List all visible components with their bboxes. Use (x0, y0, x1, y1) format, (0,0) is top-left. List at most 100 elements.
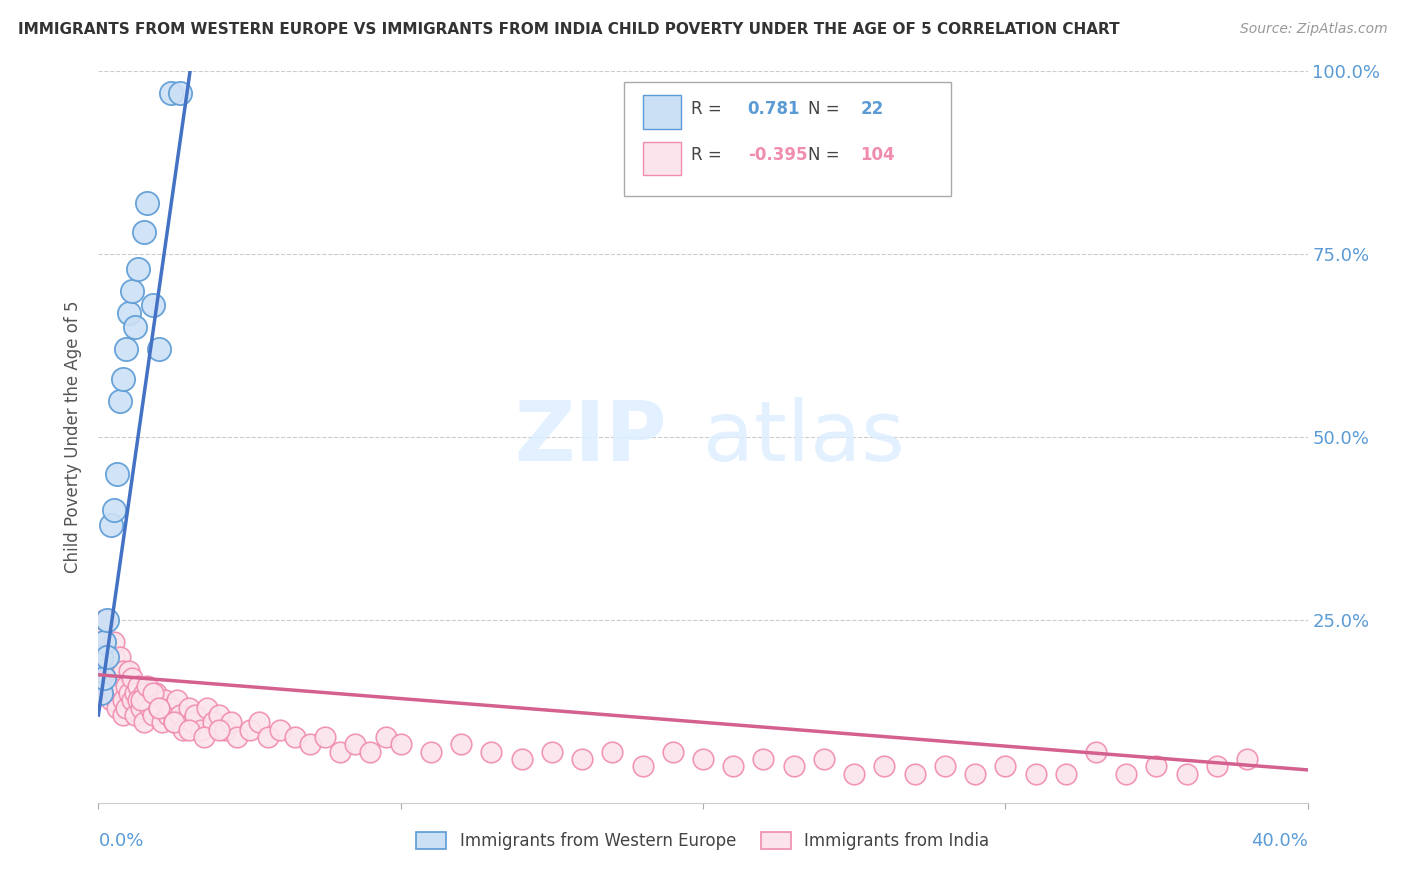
Text: 0.781: 0.781 (748, 101, 800, 119)
Point (723, 759, 745, 773)
Point (169, 708, 191, 723)
Point (160, 87, 183, 101)
Point (344, 737, 367, 751)
Point (994, 759, 1017, 773)
Point (124, 708, 146, 723)
Point (208, 723, 231, 737)
Point (96, 649, 118, 664)
Point (156, 708, 179, 723)
Point (221, 715, 243, 730)
Point (135, 679, 157, 693)
Point (132, 715, 155, 730)
Text: 104: 104 (860, 146, 894, 164)
Point (661, 745, 683, 759)
Text: IMMIGRANTS FROM WESTERN EUROPE VS IMMIGRANTS FROM INDIA CHILD POVERTY UNDER THE : IMMIGRANTS FROM WESTERN EUROPE VS IMMIGR… (18, 22, 1121, 37)
Point (148, 700, 170, 714)
Text: 40.0%: 40.0% (1251, 832, 1308, 850)
Point (90, 635, 112, 649)
Point (190, 723, 212, 737)
Point (202, 715, 225, 730)
Point (90, 664, 112, 678)
Point (1236, 752, 1258, 766)
Point (166, 693, 188, 707)
Point (247, 715, 270, 730)
Point (299, 737, 322, 751)
Point (1085, 745, 1108, 759)
Point (132, 225, 155, 239)
Point (226, 730, 249, 744)
Point (96, 649, 118, 664)
Point (114, 343, 136, 357)
FancyBboxPatch shape (624, 82, 950, 195)
Point (142, 298, 165, 312)
Point (118, 686, 141, 700)
Point (481, 745, 503, 759)
Point (934, 759, 956, 773)
Point (783, 759, 806, 773)
Point (510, 752, 533, 766)
Point (214, 723, 236, 737)
Point (965, 766, 987, 780)
Point (284, 730, 307, 744)
Text: N =: N = (808, 146, 839, 164)
Point (93, 672, 115, 686)
Point (100, 693, 122, 707)
Point (127, 261, 149, 276)
Point (145, 686, 167, 700)
Point (114, 700, 136, 714)
Point (1175, 766, 1198, 780)
Point (121, 284, 143, 298)
Point (142, 686, 165, 700)
Point (90, 686, 112, 700)
Point (93, 613, 115, 627)
Legend: Immigrants from Western Europe, Immigrants from India: Immigrants from Western Europe, Immigran… (409, 825, 997, 856)
Point (111, 693, 134, 707)
Y-axis label: Child Poverty Under the Age of 5: Child Poverty Under the Age of 5 (65, 301, 83, 574)
Point (752, 752, 775, 766)
Point (103, 635, 125, 649)
Text: Source: ZipAtlas.com: Source: ZipAtlas.com (1240, 22, 1388, 37)
Point (111, 664, 134, 678)
Point (420, 745, 443, 759)
Point (118, 306, 141, 320)
Point (132, 686, 155, 700)
Point (103, 503, 125, 517)
Point (813, 752, 835, 766)
Point (129, 700, 152, 714)
Point (103, 649, 125, 664)
Point (129, 693, 152, 707)
Point (96, 679, 118, 693)
Point (163, 715, 186, 730)
Point (124, 686, 146, 700)
Point (90, 649, 112, 664)
Text: N =: N = (808, 101, 839, 119)
Point (111, 708, 134, 723)
Point (1024, 766, 1046, 780)
Point (256, 730, 278, 744)
Point (108, 393, 131, 408)
Point (100, 664, 122, 678)
Point (360, 745, 382, 759)
Point (121, 672, 143, 686)
Point (169, 87, 191, 101)
Point (111, 371, 134, 385)
Point (108, 679, 131, 693)
Point (1206, 759, 1229, 773)
Text: atlas: atlas (703, 397, 904, 477)
Point (179, 700, 201, 714)
Point (181, 715, 204, 730)
Point (153, 693, 176, 707)
Point (208, 708, 231, 723)
Point (631, 759, 654, 773)
Point (148, 700, 170, 714)
FancyBboxPatch shape (643, 142, 682, 175)
Point (692, 752, 714, 766)
Point (314, 730, 336, 744)
Point (1054, 766, 1077, 780)
Point (160, 700, 183, 714)
Point (239, 723, 262, 737)
Point (114, 679, 136, 693)
Point (139, 700, 162, 714)
Point (105, 467, 128, 481)
Point (124, 320, 146, 334)
